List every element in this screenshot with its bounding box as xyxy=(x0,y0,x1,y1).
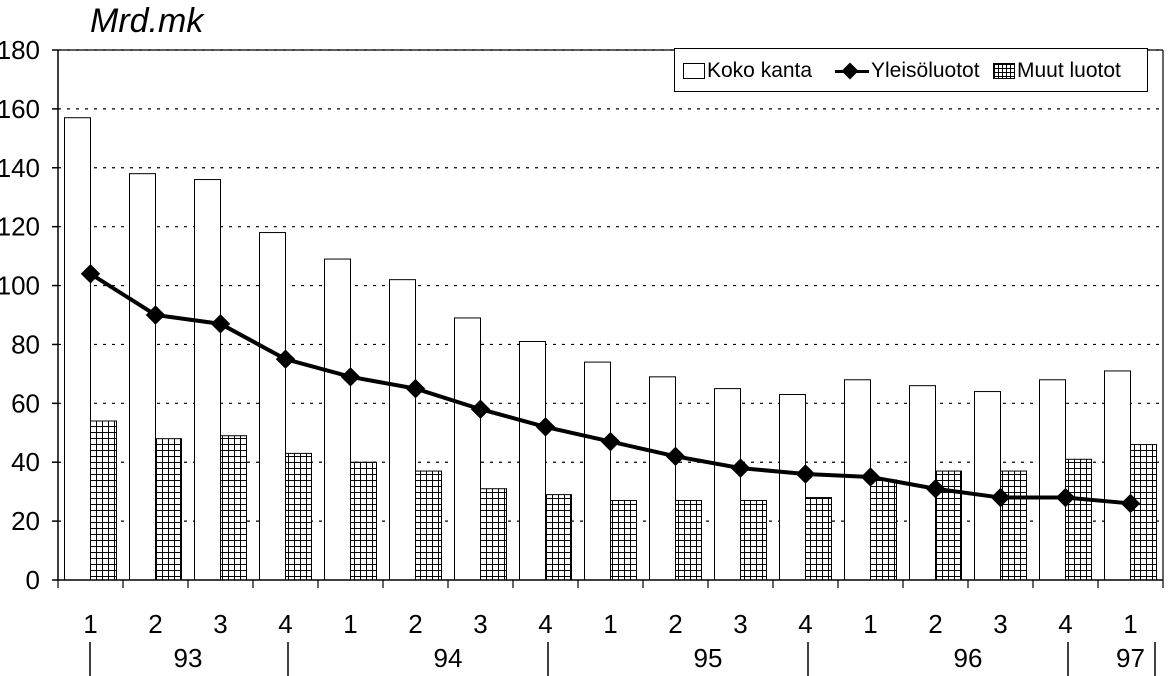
x-tick-label-quarter: 3 xyxy=(473,609,487,639)
point-yleisoluotot xyxy=(795,464,816,484)
bar-muut-luotot xyxy=(350,461,377,581)
point-yleisoluotot xyxy=(340,367,361,387)
bar-koko-kanta xyxy=(64,117,91,581)
x-tick-label-quarter: 1 xyxy=(343,609,357,639)
bar-muut-luotot xyxy=(545,494,572,581)
bar-muut-luotot xyxy=(480,488,507,581)
x-tick-label-quarter: 4 xyxy=(1058,609,1072,639)
legend-item-muut-luotot: Muut luotot xyxy=(993,59,1121,83)
bar-koko-kanta xyxy=(974,391,1001,581)
point-yleisoluotot xyxy=(730,458,751,478)
y-tick-label: 40 xyxy=(11,447,40,477)
bar-koko-kanta xyxy=(129,173,156,581)
x-tick-label-quarter: 4 xyxy=(278,609,292,639)
bar-koko-kanta xyxy=(584,361,611,581)
y-tick-label: 0 xyxy=(26,565,40,595)
legend-swatch-white-bar xyxy=(683,63,705,79)
line-layer xyxy=(80,264,1141,514)
bar-koko-kanta xyxy=(779,394,806,581)
point-yleisoluotot xyxy=(405,378,426,399)
bar-koko-kanta xyxy=(649,376,676,581)
bar-koko-kanta xyxy=(519,341,546,581)
bar-muut-luotot xyxy=(610,500,637,581)
bar-muut-luotot xyxy=(220,435,247,581)
legend-item-yleisoluotot: Yleisöluotot xyxy=(835,59,980,83)
x-tick-label-quarter: 3 xyxy=(213,609,227,639)
bar-muut-luotot xyxy=(1000,470,1027,581)
point-yleisoluotot xyxy=(990,487,1011,508)
x-group-label-year: 95 xyxy=(694,643,723,673)
point-yleisoluotot xyxy=(210,314,231,334)
bar-layer xyxy=(64,117,1157,581)
y-tick-label: 80 xyxy=(11,329,40,359)
point-yleisoluotot xyxy=(665,446,686,467)
y-tick-label: 20 xyxy=(11,506,40,536)
x-tick-label-quarter: 4 xyxy=(538,609,552,639)
bar-koko-kanta xyxy=(324,258,351,581)
y-tick-label: 160 xyxy=(0,94,40,124)
x-tick-label-quarter: 2 xyxy=(148,609,162,639)
bar-muut-luotot xyxy=(285,452,312,581)
legend-label: Yleisöluotot xyxy=(871,59,980,82)
bar-koko-kanta xyxy=(194,179,221,581)
point-yleisoluotot xyxy=(535,417,556,437)
bar-muut-luotot xyxy=(90,420,117,581)
tick-labels: 0 20 40 60 80 100 120 140 160 180 1 2 3 4 1 2 3 4 1 2 3 4 1 2 3 4… xyxy=(0,35,1145,673)
legend-label: Muut luotot xyxy=(1017,59,1121,82)
bar-muut-luotot xyxy=(740,500,767,581)
point-yleisoluotot xyxy=(860,467,881,487)
bar-koko-kanta xyxy=(454,317,481,581)
legend-item-koko-kanta: Koko kanta xyxy=(683,59,812,83)
bar-muut-luotot xyxy=(415,470,442,581)
bar-muut-luotot xyxy=(1065,458,1092,581)
bar-koko-kanta xyxy=(1104,370,1131,581)
y-tick-label: 60 xyxy=(11,388,40,418)
point-yleisoluotot xyxy=(600,431,621,452)
y-tick-label: 100 xyxy=(0,271,40,301)
y-tick-label: 140 xyxy=(0,153,40,183)
bar-koko-kanta xyxy=(259,232,286,581)
x-tick-label-quarter: 3 xyxy=(993,609,1007,639)
bar-koko-kanta xyxy=(389,279,416,581)
legend: Koko kanta Yleisöluotot Muut luotot xyxy=(674,48,1148,92)
x-tick-label-quarter: 1 xyxy=(603,609,617,639)
x-group-label-year: 94 xyxy=(434,643,463,673)
x-tick-label-quarter: 2 xyxy=(928,609,942,639)
point-yleisoluotot xyxy=(145,305,166,325)
x-tick-label-quarter: 4 xyxy=(798,609,812,639)
x-tick-label-quarter: 2 xyxy=(668,609,682,639)
x-tick-label-quarter: 1 xyxy=(1123,609,1137,639)
bar-koko-kanta xyxy=(714,388,741,581)
legend-swatch-hatched-bar xyxy=(993,63,1015,79)
bar-muut-luotot xyxy=(1130,444,1157,581)
x-tick-label-quarter: 2 xyxy=(408,609,422,639)
point-yleisoluotot xyxy=(925,479,946,499)
legend-label: Koko kanta xyxy=(707,59,813,82)
x-tick-label-quarter: 1 xyxy=(83,609,97,639)
y-tick-label: 120 xyxy=(0,212,40,242)
point-yleisoluotot xyxy=(470,399,491,419)
bar-muut-luotot xyxy=(870,479,897,581)
x-group-label-year: 96 xyxy=(954,643,983,673)
y-axis-title: Mrd.mk xyxy=(90,2,204,40)
bar-muut-luotot xyxy=(155,438,182,581)
x-group-label-year: 93 xyxy=(174,643,203,673)
point-yleisoluotot xyxy=(1055,487,1076,508)
x-tick-label-quarter: 3 xyxy=(733,609,747,639)
bar-muut-luotot xyxy=(675,500,702,581)
x-group-label-year: 97 xyxy=(1116,643,1145,673)
legend-line-diamond-icon xyxy=(835,63,869,79)
x-tick-label-quarter: 1 xyxy=(863,609,877,639)
bar-koko-kanta xyxy=(1039,379,1066,581)
point-yleisoluotot xyxy=(275,349,296,369)
bar-muut-luotot xyxy=(805,497,832,581)
point-yleisoluotot xyxy=(80,264,101,284)
y-tick-label: 180 xyxy=(0,35,40,65)
point-yleisoluotot xyxy=(1120,493,1141,514)
